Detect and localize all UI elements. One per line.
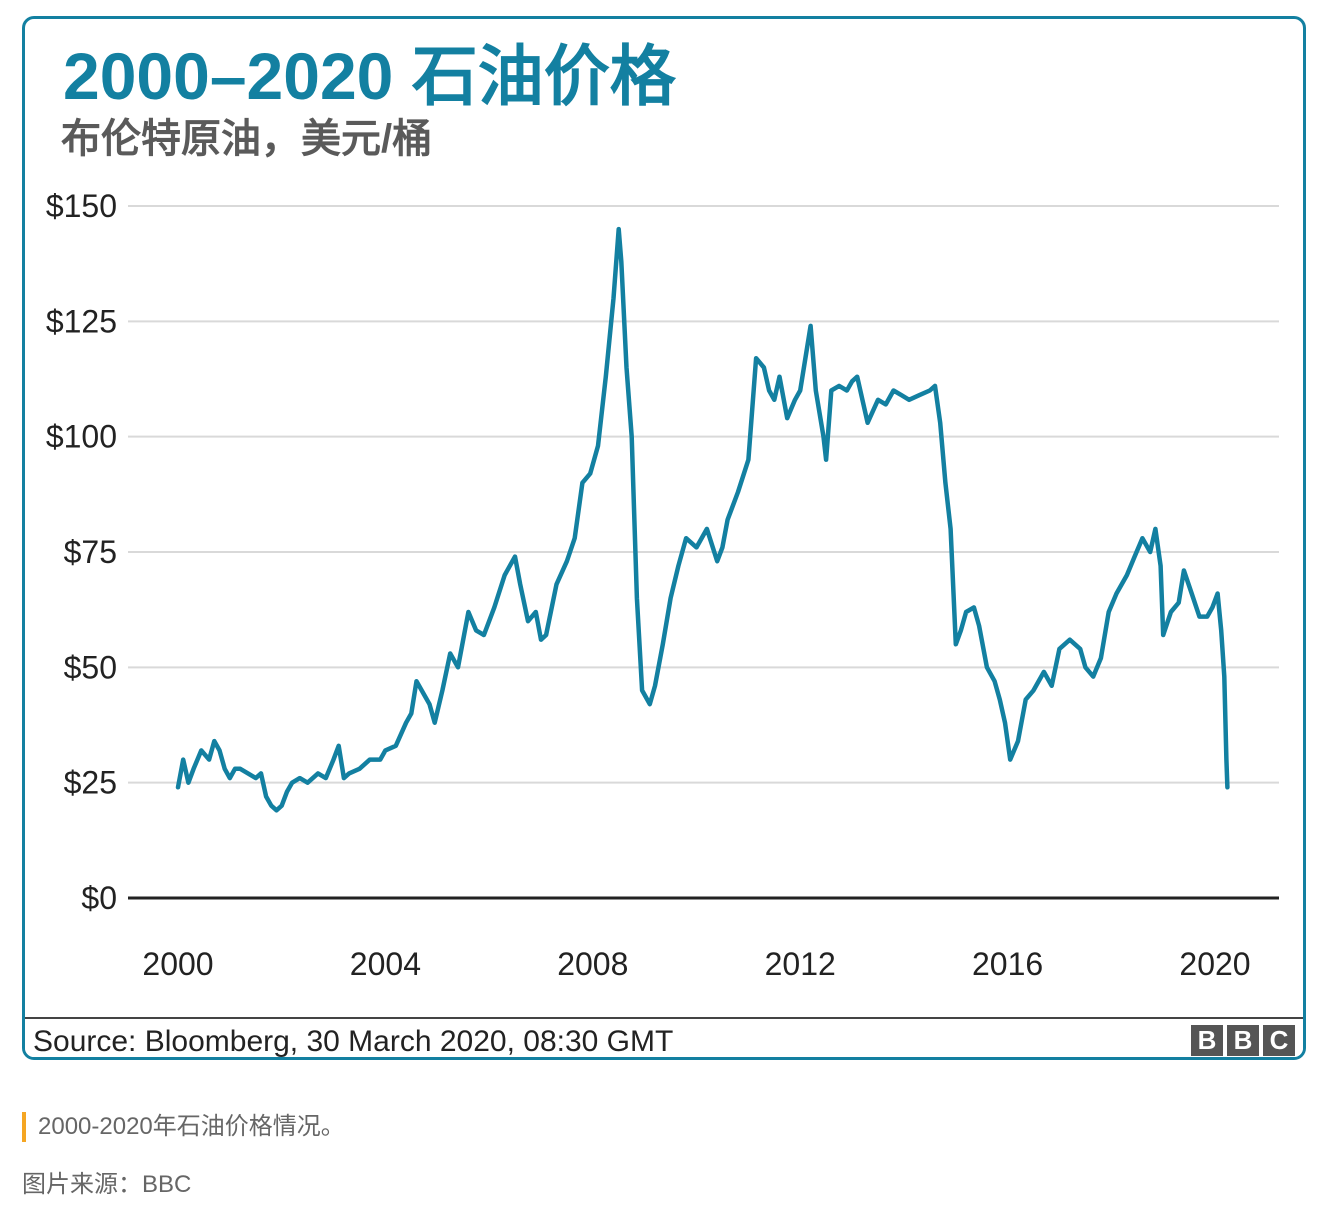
y-tick-label: $50 xyxy=(64,649,117,685)
chart-title: 2000–2020 石油价格 xyxy=(63,39,676,113)
y-tick-label: $125 xyxy=(46,303,117,339)
chart-card: $0 $25 $50 $75 $100 $125 $150 2000 2004 2008 2012… xyxy=(22,16,1306,1060)
y-tick-label: $0 xyxy=(81,880,117,916)
x-tick-label: 2020 xyxy=(1179,946,1250,982)
bbc-logo-block: B xyxy=(1227,1025,1259,1056)
y-tick-label: $25 xyxy=(64,765,117,801)
y-tick-label: $75 xyxy=(64,534,117,570)
bbc-logo: B B C xyxy=(1191,1025,1295,1056)
x-tick-label: 2008 xyxy=(557,946,628,982)
image-credit: 图片来源：BBC xyxy=(22,1171,192,1198)
source-text: Source: Bloomberg, 30 March 2020, 08:30 … xyxy=(33,1025,674,1058)
bbc-logo-block: B xyxy=(1191,1025,1223,1056)
chart-subtitle: 布伦特原油，美元/桶 xyxy=(61,117,433,161)
series-line xyxy=(175,226,1230,813)
y-tick-label: $100 xyxy=(46,419,117,455)
x-tick-label: 2012 xyxy=(765,946,836,982)
chart-canvas: $0 $25 $50 $75 $100 $125 $150 2000 2004 2008 2012… xyxy=(46,188,1279,982)
bbc-logo-block: C xyxy=(1263,1025,1295,1056)
image-caption: 2000-2020年石油价格情况。 xyxy=(22,1112,345,1142)
y-tick-label: $150 xyxy=(46,188,117,224)
x-tick-label: 2004 xyxy=(350,946,421,982)
source-bar: Source: Bloomberg, 30 March 2020, 08:30 … xyxy=(25,1017,1303,1058)
x-tick-label: 2016 xyxy=(972,946,1043,982)
x-tick-label: 2000 xyxy=(142,946,213,982)
